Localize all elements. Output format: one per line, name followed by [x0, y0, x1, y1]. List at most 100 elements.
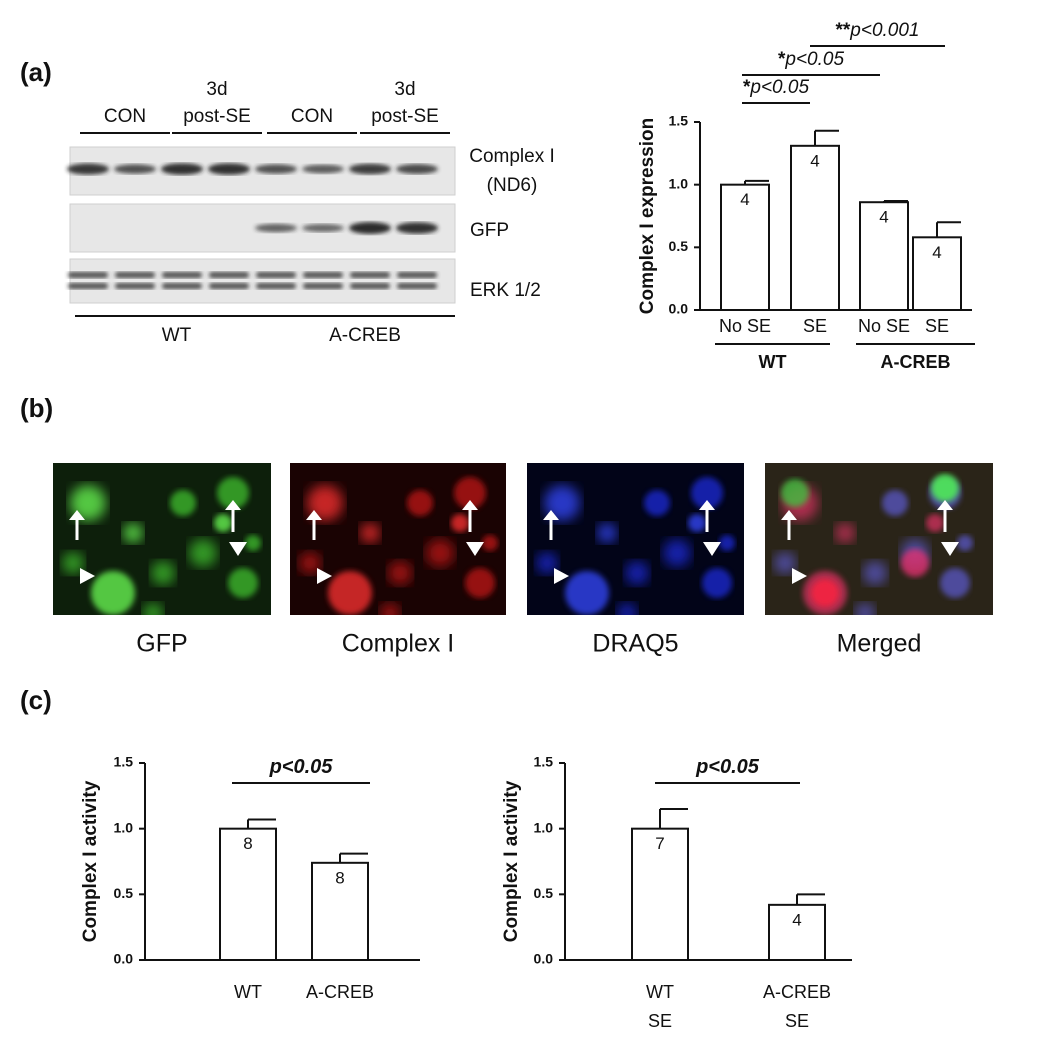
arrow-head	[543, 510, 559, 520]
blot-band	[396, 222, 438, 234]
y-tick-label: 0.5	[669, 238, 689, 254]
cell	[143, 603, 163, 615]
cell	[863, 561, 887, 585]
panel-label: (c)	[20, 685, 52, 715]
arrow-head	[306, 510, 322, 520]
blot-band	[396, 164, 438, 174]
micrograph	[53, 463, 271, 615]
blot-band	[303, 283, 343, 289]
arrowhead	[703, 542, 721, 556]
blot-column-label: CON	[291, 106, 333, 127]
x-tick-label: SE	[648, 1011, 672, 1031]
blot-band	[68, 283, 108, 289]
blot-band	[397, 283, 437, 289]
arrow-head	[69, 510, 85, 520]
arrowhead	[466, 542, 484, 556]
blot-band	[114, 164, 156, 174]
cell	[702, 568, 732, 598]
y-tick-label: 0.0	[114, 951, 134, 967]
significance-p: p<0.05	[695, 756, 760, 778]
image-label: Complex I	[342, 630, 455, 658]
bar	[912, 236, 962, 312]
significance-p: p<0.05	[784, 49, 844, 70]
cell	[926, 514, 944, 532]
cell	[688, 514, 706, 532]
arrowhead	[80, 568, 95, 584]
arrowhead	[941, 542, 959, 556]
significance-label: *p<0.05	[778, 49, 844, 70]
cell	[617, 603, 637, 615]
cell	[482, 535, 498, 551]
blot-band	[209, 272, 249, 278]
cell	[719, 535, 735, 551]
cell	[644, 490, 670, 516]
blot-band	[302, 164, 344, 174]
group-label: A-CREB	[881, 352, 951, 372]
cell	[774, 552, 796, 574]
x-tick-label: WT	[234, 982, 262, 1002]
x-tick-label: A-CREB	[763, 982, 831, 1002]
x-tick-label: SE	[785, 1011, 809, 1031]
blot-band	[115, 283, 155, 289]
blot-band	[255, 223, 297, 233]
image-label: GFP	[136, 630, 187, 658]
significance-stars: **	[835, 20, 850, 41]
y-tick-label: 1.0	[114, 819, 134, 835]
x-tick-label: No SE	[719, 316, 771, 336]
blot-column-label: 3d	[394, 79, 415, 100]
blot-band	[256, 272, 296, 278]
n-label: 4	[792, 910, 801, 929]
y-axis-label: Complex I activity	[80, 780, 101, 942]
panel-label: (b)	[20, 393, 53, 423]
cell	[380, 603, 400, 615]
blot-band	[349, 222, 391, 234]
bar	[790, 144, 840, 311]
bar	[859, 201, 909, 311]
arrow-head	[937, 500, 953, 510]
cell	[388, 561, 412, 585]
significance-label: *p<0.05	[743, 77, 809, 98]
bar	[720, 183, 770, 312]
x-tick-label: SE	[925, 316, 949, 336]
x-tick-label: A-CREB	[306, 982, 374, 1002]
blot-band	[302, 224, 344, 232]
y-axis-label: Complex I activity	[501, 780, 522, 942]
y-tick-label: 0.5	[114, 885, 134, 901]
blot-band	[397, 272, 437, 278]
blot-band	[162, 283, 202, 289]
n-label: 7	[655, 834, 664, 853]
cell	[957, 535, 973, 551]
cell	[625, 561, 649, 585]
blot-band	[208, 163, 250, 175]
y-tick-label: 0.0	[669, 301, 689, 317]
blot-band	[209, 283, 249, 289]
cell	[781, 479, 809, 507]
blot-column-label: 3d	[206, 79, 227, 100]
image-label: DRAQ5	[592, 630, 678, 658]
y-tick-label: 1.0	[669, 175, 689, 191]
cell	[901, 549, 929, 577]
blot-band	[68, 272, 108, 278]
significance-label: **p<0.001	[835, 20, 919, 41]
cell	[151, 561, 175, 585]
cell	[565, 571, 609, 615]
blot-band	[350, 283, 390, 289]
arrow-head	[462, 500, 478, 510]
cell	[835, 523, 855, 543]
bar	[768, 903, 826, 962]
micrograph	[765, 463, 993, 615]
blot-strip	[69, 258, 456, 304]
cell	[170, 490, 196, 516]
significance-label: p<0.05	[695, 756, 760, 778]
arrow-head	[781, 510, 797, 520]
arrow-head	[699, 500, 715, 510]
n-label: 4	[740, 190, 749, 209]
blot-band	[303, 272, 343, 278]
blot-column-label: post-SE	[371, 106, 439, 127]
arrowhead	[317, 568, 332, 584]
blot-column-label: post-SE	[183, 106, 251, 127]
blot-band	[161, 163, 203, 175]
cell	[407, 490, 433, 516]
significance-stars: *	[743, 77, 751, 98]
cell	[454, 477, 486, 509]
